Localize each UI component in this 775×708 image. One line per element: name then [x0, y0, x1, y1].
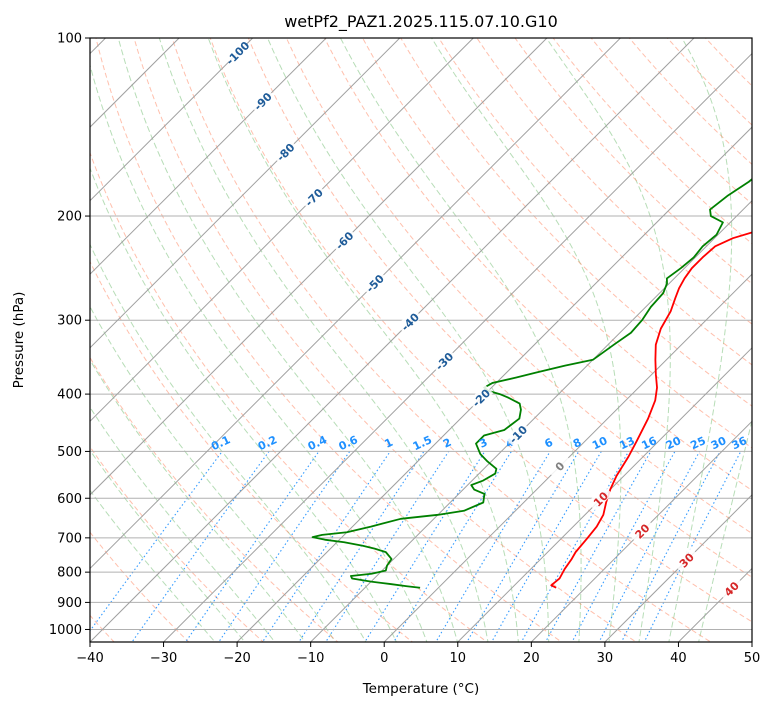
- x-tick-label: 30: [597, 651, 614, 666]
- x-tick-label: −30: [150, 651, 177, 666]
- y-tick-label: 700: [57, 531, 82, 546]
- isotherm-line: [530, 420, 752, 642]
- isotherm-label-bg: [718, 575, 744, 601]
- chart-title: wetPf2_PAZ1.2025.115.07.10.G10: [284, 12, 558, 32]
- x-tick-label: 10: [450, 651, 467, 666]
- isotherm-label-bg: [224, 39, 250, 65]
- dry-adiabat-line: [95, 38, 563, 642]
- profile-lines: [311, 178, 752, 589]
- isotherm-line: [90, 38, 548, 496]
- y-tick-label: 500: [57, 445, 82, 460]
- moist-adiabat-line: [207, 38, 519, 642]
- x-axis-label: Temperature (°C): [362, 681, 480, 697]
- x-tick-label: −40: [76, 651, 103, 666]
- x-tick-label: −10: [297, 651, 324, 666]
- x-tick-label: −20: [223, 651, 250, 666]
- mixing-ratio-label: 10: [590, 434, 610, 452]
- isotherm-label-bg: [467, 384, 494, 410]
- isotherm-line: [90, 38, 621, 570]
- dry-adiabat-line: [209, 38, 752, 623]
- dry-adiabats: [90, 38, 752, 642]
- mixing-ratio-label: 25: [688, 434, 707, 452]
- mixing-ratio-label: 36: [730, 434, 750, 452]
- isotherm-line: [90, 38, 401, 349]
- dry-adiabat-line: [90, 445, 264, 642]
- isotherm-line: [457, 347, 752, 642]
- dry-adiabat-line: [90, 531, 190, 642]
- isotherm-line: [90, 38, 254, 202]
- dry-adiabat-line: [400, 38, 752, 407]
- y-tick-label: 900: [57, 596, 82, 611]
- mixing-ratio-label: 20: [664, 434, 684, 452]
- mixing-ratio-label: 16: [640, 434, 660, 452]
- isotherm-label-bg: [249, 87, 275, 114]
- dry-adiabat-line: [133, 38, 638, 642]
- x-tick-label: 20: [523, 651, 540, 666]
- y-axis-label: Pressure (hPa): [11, 292, 27, 389]
- isotherm-line: [163, 52, 752, 642]
- isotherm-line: [604, 494, 752, 642]
- dry-adiabat-line: [285, 38, 752, 535]
- x-tick-label: 50: [744, 651, 761, 666]
- dry-adiabat-line: [476, 38, 752, 325]
- dewpoint-profile-line: [311, 178, 752, 589]
- y-tick-label: 600: [57, 492, 82, 507]
- y-tick-label: 200: [57, 210, 82, 225]
- x-axis-ticks: −40 −30 −20 −10 0 10 20 30 40 50: [76, 642, 760, 666]
- y-tick-label: 300: [57, 314, 82, 329]
- isotherm-label-bg: [504, 420, 531, 447]
- isotherm-label-bg: [300, 183, 326, 210]
- y-tick-label: 400: [57, 388, 82, 403]
- isotherm-line: [90, 38, 695, 642]
- isotherm-label-bg: [587, 485, 613, 512]
- dry-adiabat-line: [362, 38, 752, 449]
- isotherm-label-bg: [272, 138, 298, 165]
- isotherm-line: [90, 38, 327, 275]
- x-tick-label: 40: [670, 651, 687, 666]
- isotherms: [90, 38, 752, 642]
- isotherm-label-bg: [430, 347, 457, 374]
- pressure-gridlines: [90, 38, 752, 630]
- isotherm-label-bg: [546, 452, 572, 479]
- isotherm-line: [90, 38, 474, 423]
- isotherm-label-bg: [396, 308, 423, 334]
- temperature-profile-line: [550, 231, 752, 589]
- dry-adiabat-line: [247, 38, 752, 578]
- isotherm-label-bg: [330, 227, 357, 253]
- isotherm-label-bg: [673, 546, 699, 573]
- plot-frame: [89, 37, 753, 643]
- isotherm-line: [310, 199, 752, 642]
- dry-adiabat-line: [90, 260, 414, 642]
- y-axis-ticks: 1000 900 800 700 600 500 400 300 200 100: [49, 32, 90, 638]
- x-tick-label: 0: [380, 651, 388, 666]
- y-tick-label: 800: [57, 566, 82, 581]
- moist-adiabat-line: [90, 305, 336, 642]
- y-tick-label: 100: [57, 32, 82, 47]
- mixing-ratio-label: 13: [617, 434, 636, 452]
- y-tick-label: 1000: [49, 623, 82, 638]
- isotherm-label-bg: [628, 517, 655, 544]
- isotherm-line: [383, 273, 752, 642]
- isotherm-label-bg: [361, 269, 388, 296]
- dry-adiabat-line: [90, 356, 339, 642]
- mixing-ratio-label: 30: [709, 434, 729, 452]
